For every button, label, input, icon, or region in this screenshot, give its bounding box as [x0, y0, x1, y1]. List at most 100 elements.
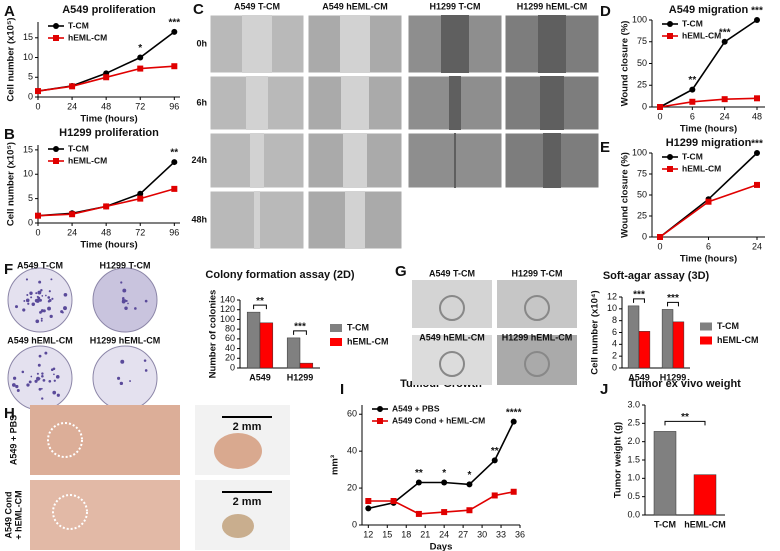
colony [63, 306, 67, 311]
marker [721, 96, 728, 103]
y-tick-label: 50 [637, 58, 647, 68]
marker [365, 505, 372, 512]
y-tick-label: 5 [28, 72, 33, 82]
colony [120, 359, 125, 364]
x-tick-label: 96 [169, 227, 179, 237]
row-label: 48h [191, 214, 207, 224]
legend-marker [667, 33, 673, 39]
bar [638, 331, 651, 369]
y-axis-label: Wound closure (%) [620, 152, 631, 238]
x-tick-label: 72 [135, 101, 145, 111]
row-label: A549 + PBS [8, 415, 18, 465]
colony [35, 292, 38, 295]
marker [754, 150, 760, 156]
x-tick-label: 6 [706, 241, 711, 251]
y-tick-label: 15 [23, 144, 33, 154]
y-axis-label: mm³ [330, 455, 341, 475]
marker [69, 83, 76, 90]
legend-label: T-CM [717, 321, 739, 331]
tumour-outline [52, 494, 88, 530]
tumour-outline [47, 422, 83, 458]
legend-label: T-CM [347, 322, 369, 332]
colony [22, 308, 26, 312]
colony [117, 376, 121, 380]
y-tick-label: 15 [23, 32, 33, 42]
legend-label: A549 + PBS [392, 403, 440, 413]
panel-letter: H [4, 405, 15, 422]
y-tick-label: 0 [28, 91, 33, 101]
bracket [664, 420, 706, 426]
colony [127, 302, 129, 305]
y-tick-label: 40 [225, 343, 235, 353]
bracket [253, 304, 267, 310]
x-tick-label: hEML-CM [684, 519, 726, 529]
column-label: A549 T-CM [234, 1, 280, 11]
colony [129, 380, 132, 382]
legend-label: hEML-CM [682, 30, 721, 40]
tumour [214, 433, 262, 469]
colony [48, 379, 52, 383]
colony [40, 387, 43, 390]
y-tick-label: 10 [23, 52, 33, 62]
y-tick-label: 100 [632, 147, 647, 157]
y-tick-label: 1.0 [627, 473, 640, 483]
y-tick-label: 100 [632, 14, 647, 24]
marker [441, 509, 448, 516]
row-label: 24h [191, 155, 207, 165]
bar [672, 321, 685, 369]
marker [69, 211, 76, 218]
marker [415, 510, 422, 517]
wound-gap [540, 76, 564, 130]
legend-marker [377, 406, 383, 412]
colony [143, 359, 147, 362]
colony [41, 374, 44, 378]
x-tick-label: 24 [439, 529, 449, 539]
marker [466, 507, 473, 514]
colony [51, 297, 54, 300]
legend-label: T-CM [682, 151, 703, 161]
photo-label: A549 hEML-CM [419, 332, 485, 342]
colony [53, 379, 56, 382]
colony [23, 300, 26, 302]
y-axis-label: Cell number (x10⁵) [6, 17, 17, 101]
x-tick-label: 48 [101, 227, 111, 237]
plate-label: A549 T-CM [17, 260, 63, 270]
colony [35, 319, 40, 324]
x-tick-label: A549 [628, 372, 650, 382]
y-tick-label: 25 [637, 80, 647, 90]
colony [38, 280, 42, 284]
significance: ** [681, 412, 689, 423]
legend-label: T-CM [68, 143, 89, 153]
y-tick-label: 100 [220, 314, 235, 324]
series-line [659, 19, 758, 108]
x-tick-label: T-CM [654, 519, 676, 529]
y-tick-label: 0 [612, 362, 617, 372]
marker [705, 198, 712, 205]
significance: ** [170, 148, 178, 159]
wound-gap [343, 133, 367, 188]
x-axis-label: Time (hours) [80, 240, 137, 251]
legend-label: T-CM [682, 18, 703, 28]
legend-label: hEML-CM [68, 32, 107, 42]
plate-label: H1299 hEML-CM [90, 335, 161, 345]
colony [57, 375, 60, 378]
colony [49, 314, 53, 318]
bar [693, 474, 717, 516]
colony [41, 397, 44, 400]
legend-marker [53, 35, 59, 41]
y-tick-label: 20 [225, 353, 235, 363]
marker [137, 65, 144, 72]
bar [246, 311, 261, 369]
colony [63, 292, 68, 297]
colony [21, 370, 25, 374]
x-axis-label: Days [430, 542, 453, 551]
significance: ** [256, 296, 264, 307]
y-tick-label: 0 [28, 217, 33, 227]
significance: *** [667, 293, 679, 304]
wound-gap [340, 15, 370, 73]
wound-gap [250, 133, 264, 188]
chart-title: H1299 migration [666, 137, 752, 149]
legend-swatch [700, 322, 712, 331]
marker [510, 488, 517, 495]
